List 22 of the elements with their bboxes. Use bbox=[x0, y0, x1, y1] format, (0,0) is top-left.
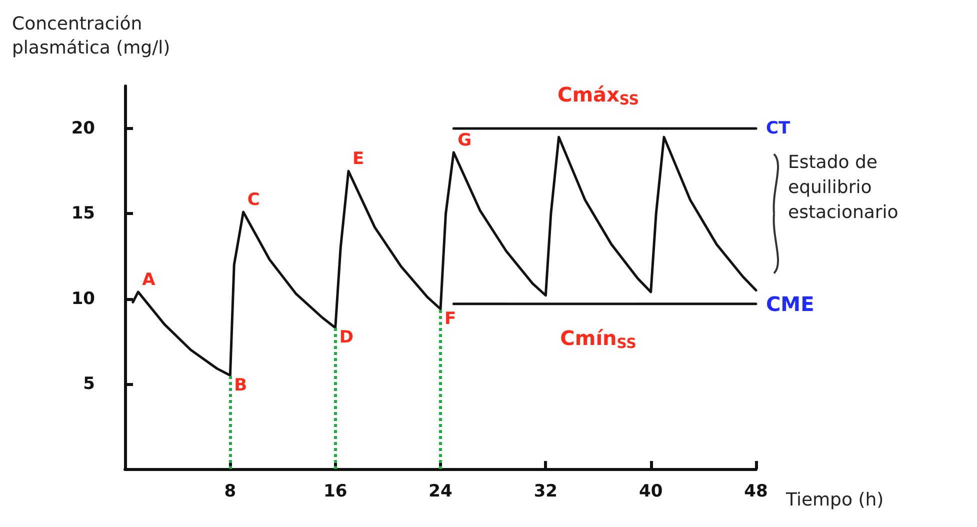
annotation: CT bbox=[766, 118, 790, 139]
annotation: F bbox=[444, 308, 456, 329]
annotation: E bbox=[352, 149, 364, 170]
annotation: C bbox=[247, 190, 260, 210]
x-tick-label: 16 bbox=[323, 482, 348, 502]
y-tick-label: 5 bbox=[83, 374, 95, 394]
y-tick-label: 15 bbox=[71, 204, 95, 224]
x-axis-title: Tiempo (h) bbox=[785, 490, 884, 510]
x-tick-label: 48 bbox=[744, 482, 768, 502]
x-tick-label: 8 bbox=[224, 482, 236, 502]
annotation: A bbox=[142, 270, 156, 290]
x-tick-label: 40 bbox=[638, 482, 663, 502]
annotation: D bbox=[339, 328, 354, 348]
annotation: B bbox=[234, 375, 248, 396]
text: Estado de equilibrio estacionario bbox=[788, 152, 898, 224]
x-tick-label: 32 bbox=[534, 482, 558, 502]
annotation: G bbox=[458, 130, 472, 150]
y-tick-label: 20 bbox=[71, 118, 96, 139]
x-tick-label: 24 bbox=[428, 482, 452, 502]
annotation: CME bbox=[766, 292, 814, 316]
y-tick-label: 10 bbox=[71, 288, 96, 309]
y-axis-title: Concentración plasmática (mg/l) bbox=[12, 14, 170, 58]
